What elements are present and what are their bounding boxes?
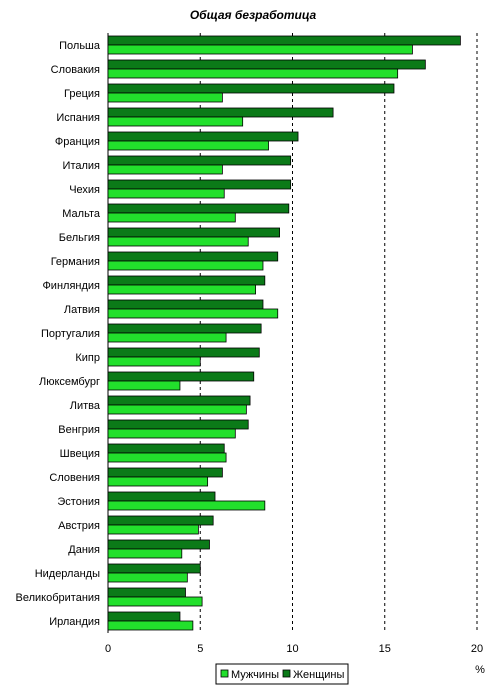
bar-women (107, 107, 334, 118)
category-label: Испания (56, 112, 100, 124)
category-label: Латвия (64, 304, 100, 316)
bar-women (107, 59, 426, 70)
bar-women (107, 35, 461, 46)
category-label: Нидерланды (35, 568, 100, 580)
bar-women (107, 179, 292, 190)
bar-men (107, 44, 413, 55)
bar-men (107, 140, 269, 151)
category-label: Люксембург (39, 376, 100, 388)
x-axis-unit: % (475, 664, 485, 676)
bar-men (107, 284, 257, 295)
category-label: Великобритания (16, 592, 101, 604)
bar-women (107, 491, 216, 502)
bar-men (107, 596, 203, 607)
bar-men (107, 212, 236, 223)
bar-women (107, 371, 255, 382)
category-label: Венгрия (58, 424, 100, 436)
bar-women (107, 155, 292, 166)
category-label: Швеция (60, 448, 100, 460)
bar-men (107, 500, 266, 511)
bar-men (107, 188, 225, 199)
category-label: Литва (70, 400, 101, 412)
legend-box (215, 663, 349, 685)
category-label: Австрия (58, 520, 100, 532)
x-tick-label: 5 (197, 643, 203, 655)
bar-men (107, 116, 244, 127)
category-label: Кипр (75, 352, 100, 364)
x-tick-label: 15 (379, 643, 391, 655)
bar-men (107, 452, 227, 463)
bar-men (107, 260, 264, 271)
category-label: Франция (55, 136, 100, 148)
legend-swatch-men (220, 669, 229, 678)
legend: Мужчины Женщины (215, 663, 349, 685)
bar-women (107, 587, 186, 598)
bar-men (107, 68, 399, 79)
category-label: Ирландия (49, 616, 100, 628)
category-label: Мальта (62, 208, 101, 220)
bar-women (107, 563, 201, 574)
bar-women (107, 467, 223, 478)
category-label: Эстония (57, 496, 100, 508)
category-label: Чехия (69, 184, 100, 196)
bar-men (107, 332, 227, 343)
bar-women (107, 83, 395, 94)
bar-women (107, 347, 260, 358)
bar-women (107, 203, 290, 214)
bar-men (107, 356, 201, 367)
chart-title: Общая безработица (190, 8, 317, 22)
x-tick-label: 10 (286, 643, 298, 655)
bar-men (107, 524, 199, 535)
bar-women (107, 515, 214, 526)
bar-men (107, 620, 194, 631)
bar-women (107, 419, 249, 430)
bar-women (107, 275, 266, 286)
category-label: Бельгия (59, 232, 100, 244)
bar-women (107, 539, 210, 550)
bar-women (107, 395, 251, 406)
x-tick-label: 0 (105, 643, 111, 655)
legend-label-men: Мужчины (231, 669, 279, 681)
category-label: Дания (68, 544, 100, 556)
bar-men (107, 572, 188, 583)
bar-women (107, 299, 264, 310)
bar-women (107, 611, 181, 622)
category-label: Финляндия (42, 280, 100, 292)
x-tick-label: 20 (471, 643, 483, 655)
bar-men (107, 236, 249, 247)
bar-women (107, 251, 279, 262)
category-label: Германия (51, 256, 100, 268)
bar-women (107, 131, 299, 142)
bar-men (107, 164, 223, 175)
category-label: Словакия (51, 64, 100, 76)
bar-women (107, 227, 280, 238)
bars (107, 35, 461, 631)
bar-women (107, 323, 262, 334)
bar-men (107, 404, 247, 415)
bar-men (107, 308, 279, 319)
bar-men (107, 428, 236, 439)
category-label: Словения (49, 472, 100, 484)
legend-swatch-women (282, 669, 291, 678)
bar-men (107, 92, 223, 103)
category-labels: Польша Словакия Греция Испания Франция Италия… (16, 40, 101, 628)
bar-men (107, 380, 181, 391)
bar-men (107, 476, 209, 487)
bar-women (107, 443, 225, 454)
category-label: Италия (63, 160, 101, 172)
category-label: Португалия (41, 328, 100, 340)
category-label: Греция (64, 88, 100, 100)
x-tick-labels: 0 5 10 15 20 (105, 643, 483, 655)
category-label: Польша (59, 40, 101, 52)
bar-men (107, 548, 183, 559)
legend-label-women: Женщины (293, 669, 344, 681)
